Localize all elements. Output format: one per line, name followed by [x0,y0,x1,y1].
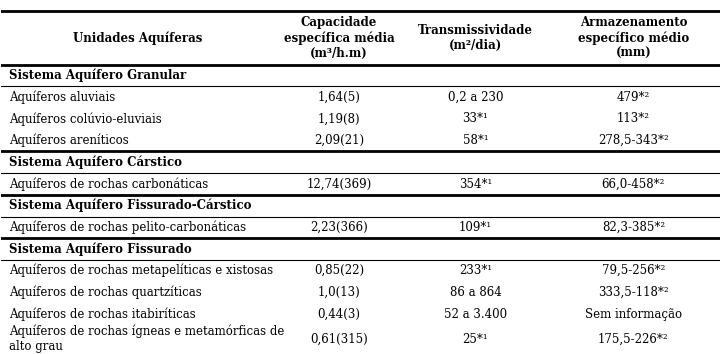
Text: Aquíferos de rochas ígneas e metamórficas de
alto grau: Aquíferos de rochas ígneas e metamórfica… [9,325,284,353]
Text: 2,09(21): 2,09(21) [314,134,364,147]
Text: 52 a 3.400: 52 a 3.400 [444,308,507,321]
Text: Sem informação: Sem informação [585,308,682,321]
Text: 333,5-118*²: 333,5-118*² [598,286,669,299]
Text: 1,19(8): 1,19(8) [318,113,360,125]
Text: 82,3-385*²: 82,3-385*² [602,221,665,234]
Text: 1,0(13): 1,0(13) [317,286,360,299]
Text: 66,0-458*²: 66,0-458*² [602,177,665,190]
Text: Aquíferos areníticos: Aquíferos areníticos [9,134,128,147]
Text: Aquíferos colúvio-eluviais: Aquíferos colúvio-eluviais [9,112,162,126]
Text: 0,2 a 230: 0,2 a 230 [448,91,503,104]
Text: 58*¹: 58*¹ [463,134,488,147]
Text: 278,5-343*²: 278,5-343*² [598,134,669,147]
Text: 0,85(22): 0,85(22) [314,264,364,277]
Text: 479*²: 479*² [616,91,650,104]
Text: Sistema Aquífero Granular: Sistema Aquífero Granular [9,69,186,82]
Text: Armazenamento
específico médio
(mm): Armazenamento específico médio (mm) [578,16,689,60]
Text: Aquíferos de rochas quartzíticas: Aquíferos de rochas quartzíticas [9,286,201,299]
Text: 0,61(315): 0,61(315) [310,333,368,346]
Text: 0,44(3): 0,44(3) [317,308,360,321]
Text: Unidades Aquíferas: Unidades Aquíferas [73,32,203,45]
Text: 25*¹: 25*¹ [463,333,488,346]
Text: 33*¹: 33*¹ [463,113,488,125]
Text: Sistema Aquífero Fissurado: Sistema Aquífero Fissurado [9,242,191,256]
Text: Sistema Aquífero Fissurado-Cárstico: Sistema Aquífero Fissurado-Cárstico [9,199,251,212]
Text: Aquíferos de rochas metapelíticas e xistosas: Aquíferos de rochas metapelíticas e xist… [9,264,273,278]
Text: 86 a 864: 86 a 864 [449,286,501,299]
Text: 12,74(369): 12,74(369) [306,177,371,190]
Text: Aquíferos de rochas carbonáticas: Aquíferos de rochas carbonáticas [9,177,208,191]
Text: Sistema Aquífero Cárstico: Sistema Aquífero Cárstico [9,156,182,169]
Text: 175,5-226*²: 175,5-226*² [598,333,669,346]
Text: 233*¹: 233*¹ [459,264,492,277]
Text: Aquíferos de rochas itabiríticas: Aquíferos de rochas itabiríticas [9,307,195,321]
Text: Capacidade
específica média
(m³/h.m): Capacidade específica média (m³/h.m) [283,16,394,60]
Text: Aquíferos aluviais: Aquíferos aluviais [9,91,115,104]
Text: Aquíferos de rochas pelito-carbonáticas: Aquíferos de rochas pelito-carbonáticas [9,221,246,234]
Text: 354*¹: 354*¹ [459,177,492,190]
Text: 79,5-256*²: 79,5-256*² [602,264,665,277]
Text: Transmissividade
(m²/dia): Transmissividade (m²/dia) [418,24,533,52]
Text: 113*²: 113*² [617,113,650,125]
Text: 2,23(366): 2,23(366) [310,221,368,234]
Text: 109*¹: 109*¹ [459,221,492,234]
Text: 1,64(5): 1,64(5) [317,91,360,104]
